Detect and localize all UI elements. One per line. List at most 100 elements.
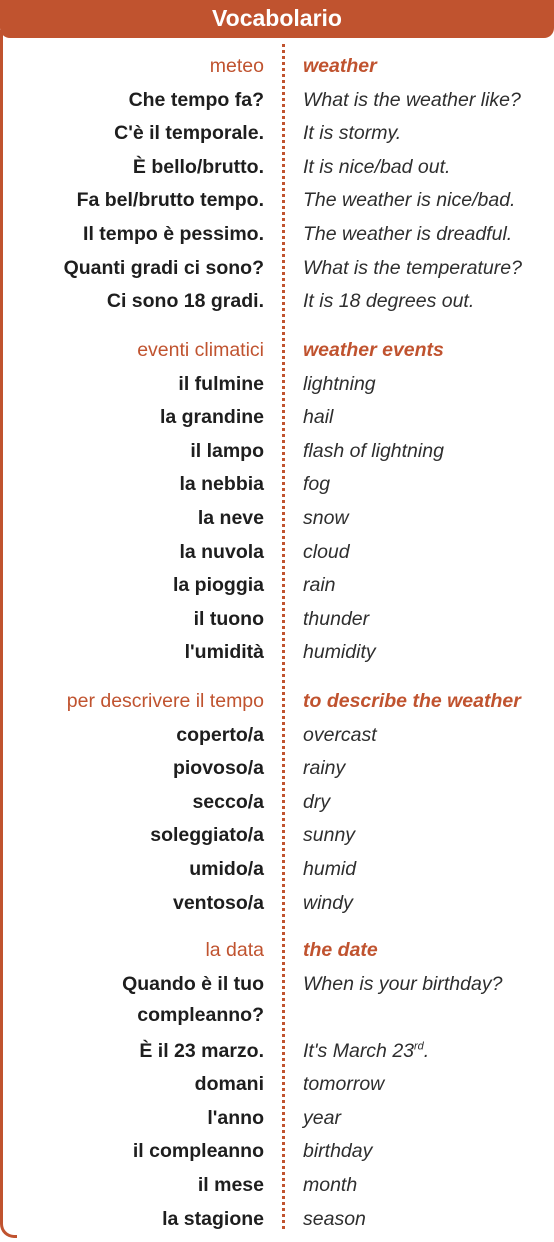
translation-text: It's March 23 [303,1039,415,1062]
vocab-section: la data the date Quando è il tuo compleann… [0,934,554,1236]
italian-term: Il tempo è pessimo. [83,222,264,245]
english-translation: The weather is nice/bad. [303,189,516,212]
translation-punctuation: . [423,1039,430,1062]
vocab-row: Quanti gradi ci sono? What is the tempera… [0,252,554,286]
english-translation: What is the temperature? [303,256,522,279]
vocab-row: la stagione season [0,1203,554,1237]
vocab-row: il fulmine lightning [0,368,554,402]
vocab-row: la nuvola cloud [0,536,554,570]
english-translation: When is your birthday? [303,972,503,995]
italian-term: umido/a [189,857,264,880]
italian-term: la stagione [162,1207,264,1230]
english-translation: lightning [303,372,376,395]
italian-term: C'è il temporale. [114,122,264,145]
vocab-row: È bello/brutto. It is nice/bad out. [0,151,554,185]
italian-term: la neve [197,506,264,529]
english-translation: overcast [303,723,377,746]
english-translation: thunder [303,607,370,630]
vocab-row: secco/a dry [0,786,554,820]
italian-term: il compleanno [132,1140,264,1163]
vocab-row: il compleanno birthday [0,1135,554,1169]
english-translation: rain [303,574,336,597]
english-translation: It's March 23rd. [303,1035,429,1069]
section-heading-italian: eventi climatici [137,339,264,361]
vocab-row: piovoso/a rainy [0,752,554,786]
page-title: Vocabolario [212,5,342,31]
section-heading-italian: per descrivere il tempo [66,690,264,712]
vocab-row: la nebbia fog [0,468,554,502]
italian-term: l'anno [207,1106,264,1129]
left-border [0,30,17,1238]
english-translation: rainy [303,757,346,780]
vocab-row: coperto/a overcast [0,719,554,753]
vocab-row: il tuono thunder [0,603,554,637]
english-translation: humid [303,857,357,880]
italian-term: È bello/brutto. [132,155,264,178]
vocab-row: Il tempo è pessimo. The weather is dreadf… [0,218,554,252]
italian-term: il fulmine [178,372,264,395]
vocab-row: C'è il temporale. It is stormy. [0,117,554,151]
section-heading-english: the date [303,939,378,961]
english-translation: hail [303,406,334,429]
italian-term: Quanti gradi ci sono? [63,256,264,279]
english-translation: dry [303,790,331,813]
vocab-row: È il 23 marzo. It's March 23rd. [0,1035,554,1069]
vocab-row: Ci sono 18 gradi. It is 18 degrees out. [0,285,554,319]
vocab-section: eventi climatici weather events il fulmine… [0,334,554,670]
italian-term: l'umidità [184,641,264,664]
vocab-section: meteo weather Che tempo fa? What is the wea… [0,50,554,319]
english-translation: fog [303,473,331,496]
italian-term: È il 23 marzo. [139,1039,264,1062]
english-translation: The weather is dreadful. [303,222,513,245]
english-translation: It is stormy. [303,122,402,145]
italian-term: la nebbia [179,473,264,496]
column-divider [282,44,285,1229]
english-translation: birthday [303,1140,373,1163]
vocab-row: l'anno year [0,1102,554,1136]
italian-term: piovoso/a [172,757,264,780]
vocab-row: la pioggia rain [0,569,554,603]
italian-term: la grandine [159,406,264,429]
english-translation: year [303,1106,341,1129]
section-heading-english: to describe the weather [303,690,521,712]
italian-term: ventoso/a [172,891,264,914]
english-translation: season [303,1207,366,1230]
vocab-row: soleggiato/a sunny [0,819,554,853]
vocab-row: domani tomorrow [0,1068,554,1102]
vocab-row: Che tempo fa? What is the weather like? [0,84,554,118]
vocab-row: Quando è il tuo compleanno? When is your … [0,968,554,1035]
vocab-row: Fa bel/brutto tempo. The weather is nice/… [0,184,554,218]
english-translation: sunny [303,824,356,847]
english-translation: cloud [303,540,350,563]
italian-term: la nuvola [179,540,264,563]
header-bar: Vocabolario [0,0,554,38]
section-heading: meteo weather [0,50,554,84]
italian-term: coperto/a [176,723,264,746]
english-translation: What is the weather like? [303,88,521,111]
english-translation: month [303,1173,358,1196]
italian-term: la pioggia [172,574,264,597]
italian-term: Che tempo fa? [128,88,264,111]
italian-term: il tuono [193,607,264,630]
italian-term: il mese [197,1173,264,1196]
section-heading-english: weather events [303,339,444,361]
vocab-row: l'umidità humidity [0,636,554,670]
vocab-row: umido/a humid [0,853,554,887]
ordinal-suffix: rd [414,1040,424,1053]
section-heading: per descrivere il tempo to describe the w… [0,685,554,719]
italian-term: domani [194,1073,264,1096]
section-heading: eventi climatici weather events [0,334,554,368]
english-translation: snow [303,506,349,529]
english-translation: It is 18 degrees out. [303,290,475,313]
italian-term: Ci sono 18 gradi. [106,290,264,313]
italian-term: Quando è il tuo compleanno? [122,972,264,1026]
english-translation: tomorrow [303,1073,385,1096]
english-translation: flash of lightning [303,439,444,462]
italian-term: Fa bel/brutto tempo. [76,189,264,212]
italian-term: soleggiato/a [150,824,264,847]
vocab-row: il mese month [0,1169,554,1203]
english-translation: windy [303,891,353,914]
section-heading-english: weather [303,55,377,77]
italian-term: secco/a [192,790,264,813]
